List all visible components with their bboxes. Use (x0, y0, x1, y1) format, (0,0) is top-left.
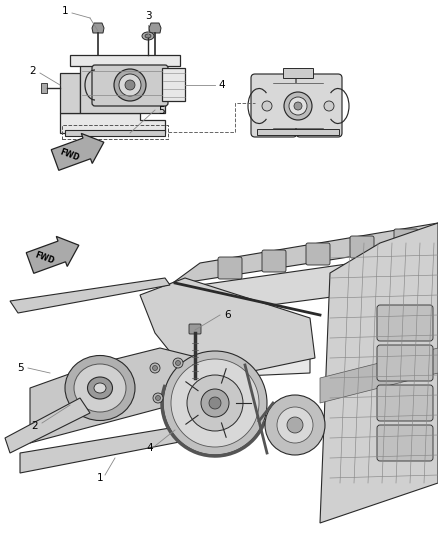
Polygon shape (257, 129, 339, 135)
Circle shape (153, 393, 163, 403)
Polygon shape (20, 423, 200, 473)
FancyBboxPatch shape (377, 425, 433, 461)
Bar (62, 125, 168, 139)
Circle shape (209, 397, 221, 409)
FancyBboxPatch shape (377, 385, 433, 421)
Circle shape (277, 407, 313, 443)
FancyBboxPatch shape (306, 243, 330, 265)
Polygon shape (170, 285, 310, 378)
Polygon shape (320, 223, 438, 523)
Circle shape (163, 351, 267, 455)
Circle shape (173, 358, 183, 368)
FancyBboxPatch shape (189, 324, 201, 334)
Circle shape (176, 360, 180, 366)
Text: 2: 2 (32, 421, 38, 431)
Ellipse shape (145, 34, 151, 38)
Ellipse shape (94, 383, 106, 393)
Text: FWD: FWD (34, 250, 56, 265)
FancyBboxPatch shape (394, 229, 418, 251)
FancyBboxPatch shape (92, 65, 168, 106)
Text: 6: 6 (224, 310, 231, 320)
Circle shape (150, 363, 160, 373)
Polygon shape (320, 348, 438, 403)
Polygon shape (92, 23, 104, 33)
Polygon shape (41, 83, 47, 93)
FancyBboxPatch shape (350, 236, 374, 258)
FancyBboxPatch shape (296, 74, 342, 137)
FancyBboxPatch shape (262, 250, 286, 272)
FancyBboxPatch shape (377, 345, 433, 381)
Text: 4: 4 (218, 80, 225, 90)
Circle shape (152, 366, 158, 370)
Polygon shape (283, 68, 313, 78)
Ellipse shape (74, 364, 126, 412)
Text: 5: 5 (158, 106, 165, 116)
Text: 3: 3 (145, 11, 151, 21)
Text: 1: 1 (61, 6, 68, 16)
Circle shape (171, 359, 259, 447)
Ellipse shape (65, 356, 135, 421)
Polygon shape (149, 23, 161, 33)
Ellipse shape (114, 69, 146, 101)
Bar (273, 83, 323, 128)
FancyBboxPatch shape (377, 305, 433, 341)
Polygon shape (10, 278, 170, 313)
Polygon shape (30, 348, 200, 443)
Text: FWD: FWD (59, 147, 81, 163)
Circle shape (289, 97, 307, 115)
Circle shape (324, 101, 334, 111)
Circle shape (187, 375, 243, 431)
Circle shape (294, 102, 302, 110)
Text: 4: 4 (146, 443, 153, 453)
Polygon shape (140, 278, 315, 378)
Text: 2: 2 (29, 66, 36, 76)
Ellipse shape (142, 32, 154, 40)
Polygon shape (80, 63, 165, 113)
FancyBboxPatch shape (218, 257, 242, 279)
FancyBboxPatch shape (251, 74, 297, 137)
Polygon shape (60, 73, 80, 113)
Circle shape (287, 417, 303, 433)
Polygon shape (26, 237, 79, 273)
Polygon shape (5, 398, 90, 453)
Polygon shape (162, 68, 185, 101)
Polygon shape (200, 251, 438, 313)
Ellipse shape (88, 377, 113, 399)
Polygon shape (60, 113, 165, 133)
Ellipse shape (125, 80, 135, 90)
Polygon shape (51, 133, 104, 171)
Circle shape (201, 389, 229, 417)
Circle shape (155, 395, 160, 400)
Circle shape (265, 395, 325, 455)
Circle shape (284, 92, 312, 120)
Text: 1: 1 (96, 473, 103, 483)
Polygon shape (70, 55, 180, 66)
Polygon shape (170, 223, 438, 285)
Circle shape (262, 101, 272, 111)
Text: 5: 5 (18, 363, 24, 373)
Polygon shape (65, 130, 165, 136)
Ellipse shape (119, 74, 141, 96)
